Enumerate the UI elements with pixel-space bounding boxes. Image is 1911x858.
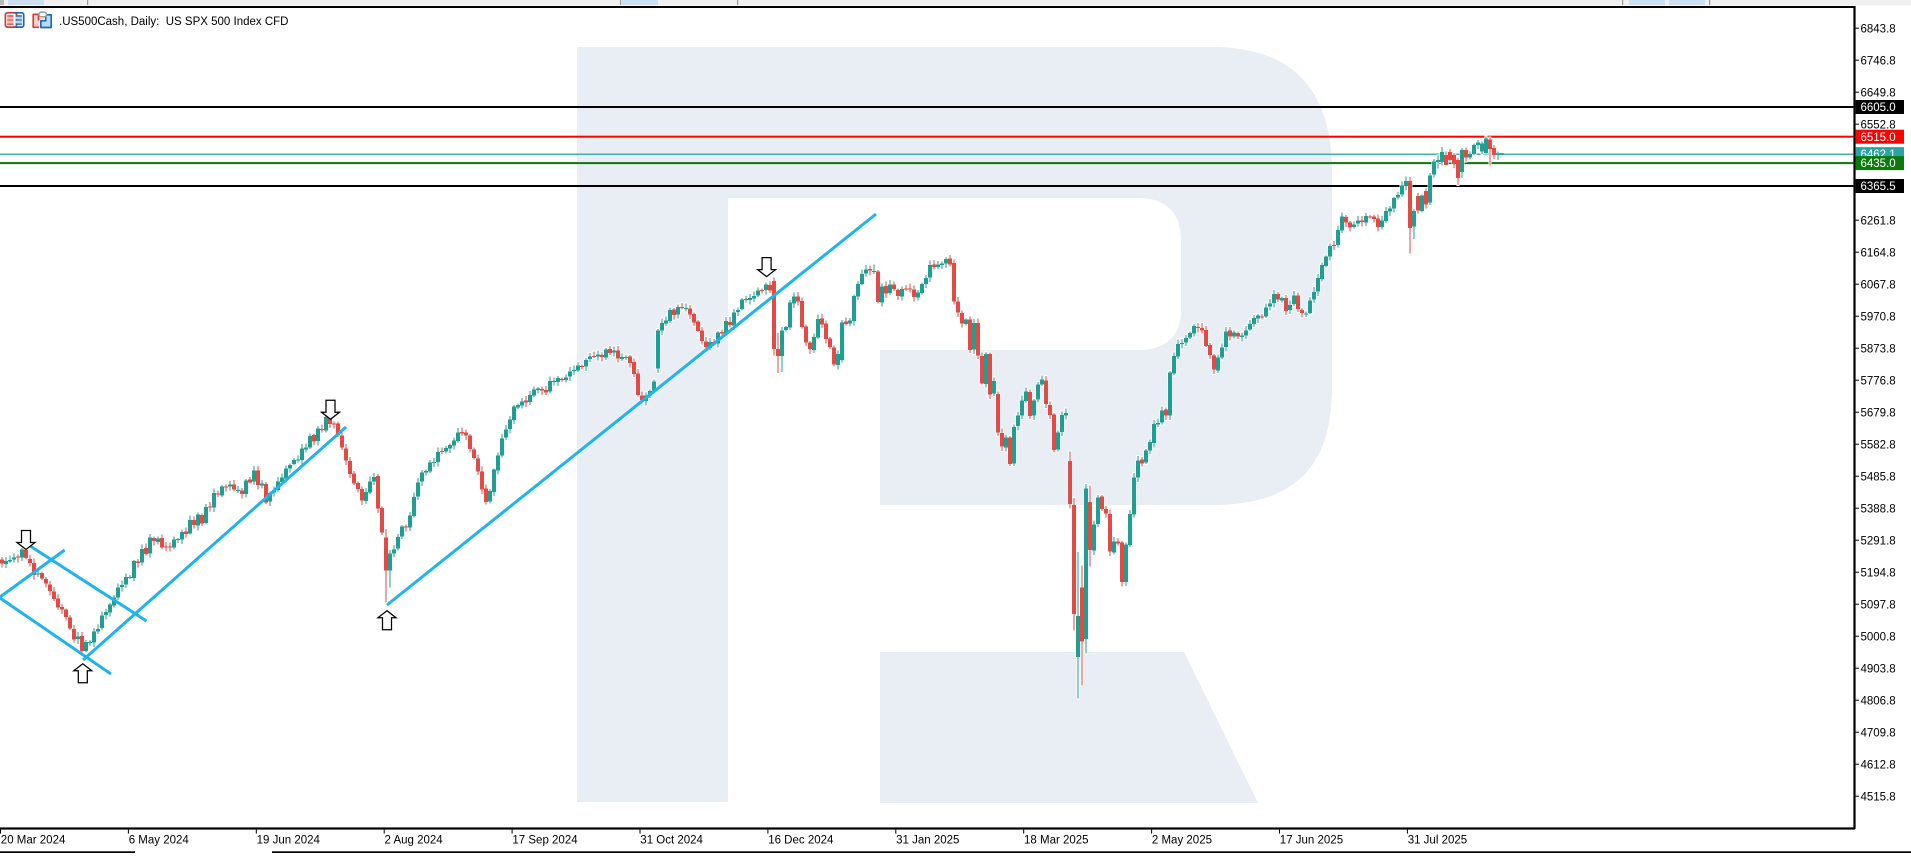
svg-text:20 Mar 2024: 20 Mar 2024: [1, 835, 66, 847]
svg-text:5679.8: 5679.8: [1861, 407, 1896, 419]
svg-text:6649.8: 6649.8: [1861, 87, 1896, 99]
svg-text:5194.8: 5194.8: [1861, 567, 1896, 579]
svg-text:16 Dec 2024: 16 Dec 2024: [768, 835, 834, 847]
svg-text:18 Mar 2025: 18 Mar 2025: [1024, 835, 1089, 847]
svg-text:6261.8: 6261.8: [1861, 215, 1896, 227]
svg-text:6515.0: 6515.0: [1861, 132, 1896, 144]
svg-text:17 Sep 2024: 17 Sep 2024: [512, 835, 578, 847]
svg-text:31 Jul 2025: 31 Jul 2025: [1408, 835, 1467, 847]
svg-text:17 Jun 2025: 17 Jun 2025: [1280, 835, 1343, 847]
svg-text:4806.8: 4806.8: [1861, 695, 1896, 707]
svg-text:4903.8: 4903.8: [1861, 663, 1896, 675]
svg-text:5970.8: 5970.8: [1861, 311, 1896, 323]
svg-text:4709.8: 4709.8: [1861, 727, 1896, 739]
svg-text:6164.8: 6164.8: [1861, 247, 1896, 259]
svg-text:6605.0: 6605.0: [1861, 102, 1896, 114]
svg-text:2 Aug 2024: 2 Aug 2024: [385, 835, 444, 847]
svg-text:5873.8: 5873.8: [1861, 343, 1896, 355]
svg-text:5291.8: 5291.8: [1861, 535, 1896, 547]
svg-text:5000.8: 5000.8: [1861, 631, 1896, 643]
svg-text:5776.8: 5776.8: [1861, 375, 1896, 387]
svg-text:5097.8: 5097.8: [1861, 599, 1896, 611]
svg-text:6843.8: 6843.8: [1861, 23, 1896, 35]
svg-text:6365.5: 6365.5: [1861, 181, 1896, 193]
svg-text:6552.8: 6552.8: [1861, 119, 1896, 131]
svg-text:4515.8: 4515.8: [1861, 791, 1896, 803]
svg-text:5485.8: 5485.8: [1861, 471, 1896, 483]
svg-text:19 Jun 2024: 19 Jun 2024: [257, 835, 321, 847]
svg-text:2 May 2025: 2 May 2025: [1152, 835, 1212, 847]
svg-text:5582.8: 5582.8: [1861, 439, 1896, 451]
svg-text:6 May 2024: 6 May 2024: [129, 835, 190, 847]
svg-text:5388.8: 5388.8: [1861, 503, 1896, 515]
svg-text:6067.8: 6067.8: [1861, 279, 1896, 291]
svg-text:.US500Cash, Daily: US SPX 500: .US500Cash, Daily: US SPX 500 Index CFD: [59, 16, 288, 28]
svg-text:6746.8: 6746.8: [1861, 55, 1896, 67]
svg-text:4612.8: 4612.8: [1861, 759, 1896, 771]
svg-text:31 Jan 2025: 31 Jan 2025: [896, 835, 959, 847]
svg-text:31 Oct 2024: 31 Oct 2024: [640, 835, 703, 847]
svg-text:6435.0: 6435.0: [1861, 158, 1896, 170]
